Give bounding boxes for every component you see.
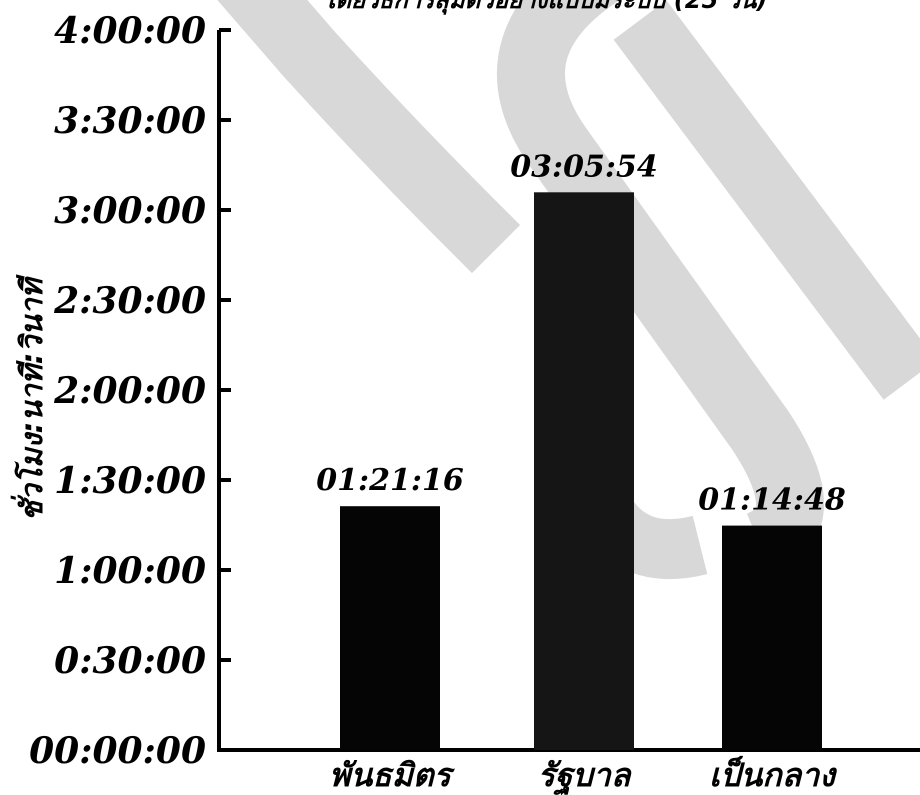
y-tick-label: 1:00:00 [54, 550, 206, 592]
bar-3 [722, 525, 822, 750]
bar-1 [340, 506, 440, 750]
category-label: พันธมิตร [329, 756, 455, 794]
bars [340, 192, 822, 751]
y-axis-title: ชั่วโมง:นาที:วินาที [10, 274, 50, 522]
watermark-stroke [217, 0, 920, 580]
data-label: 01:14:48 [698, 483, 846, 518]
y-tick-label: 00:00:00 [29, 730, 206, 772]
data-labels: 01:21:16 03:05:54 01:14:48 [316, 149, 846, 517]
y-tick-label: 1:30:00 [54, 460, 206, 502]
y-tick-label: 4:00:00 [54, 10, 206, 52]
y-tick-label: 3:00:00 [54, 190, 206, 232]
category-label: รัฐบาล [538, 756, 633, 795]
bar-2 [534, 192, 634, 751]
data-label: 03:05:54 [510, 149, 657, 184]
y-tick-label: 2:30:00 [53, 280, 206, 322]
y-ticks: 00:00:00 0:30:00 1:00:00 1:30:00 2:00:00 2:30… [29, 10, 231, 772]
category-labels: พันธมิตร รัฐบาล เป็นกลาง [329, 755, 837, 795]
chart-title: โดยวิธีการสุ่มตัวอย่างแบบมีระบบ (25 วัน) [323, 0, 768, 15]
y-tick-label: 2:00:00 [53, 370, 206, 412]
data-label: 01:21:16 [316, 463, 464, 498]
y-tick-label: 0:30:00 [54, 640, 206, 682]
category-label: เป็นกลาง [709, 755, 837, 794]
y-tick-label: 3:30:00 [54, 100, 206, 142]
